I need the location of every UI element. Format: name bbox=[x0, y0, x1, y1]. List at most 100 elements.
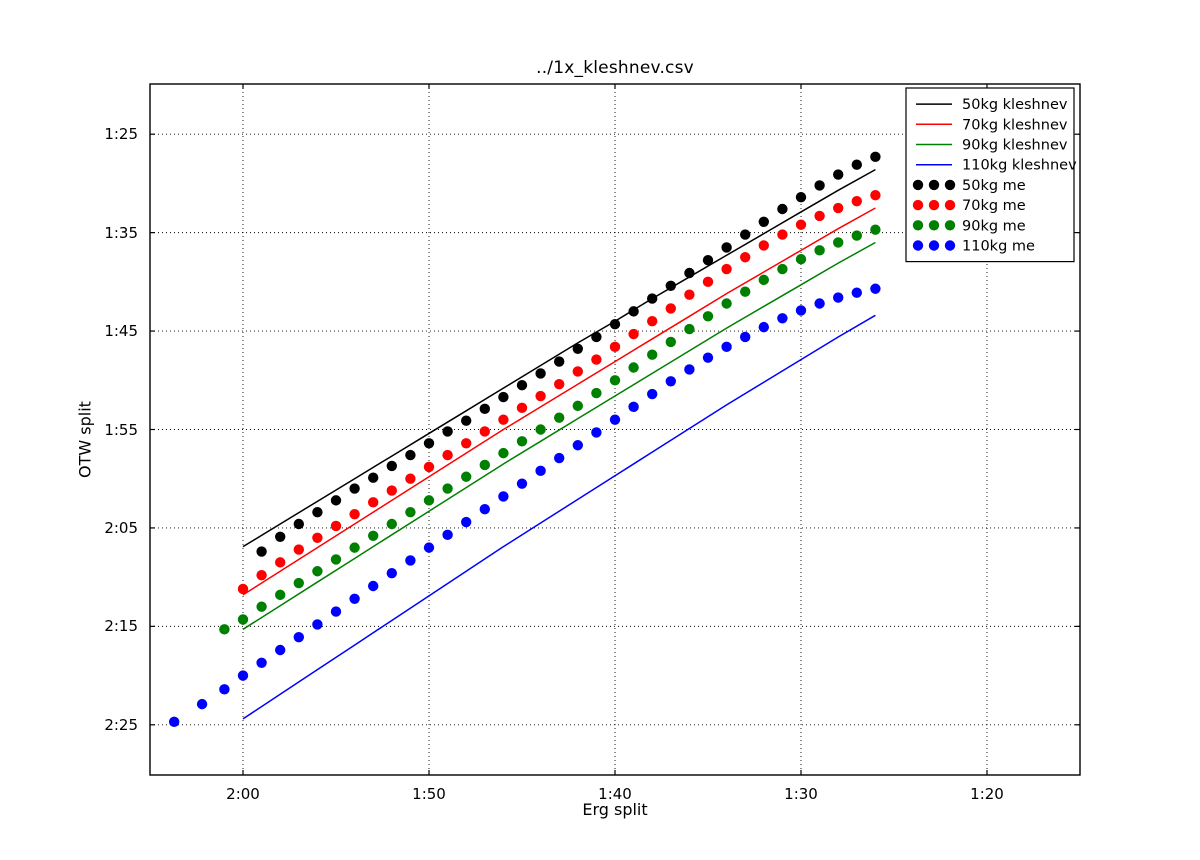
data-point bbox=[423, 461, 435, 473]
data-point bbox=[479, 459, 490, 471]
data-point bbox=[721, 242, 732, 253]
data-point bbox=[368, 472, 379, 483]
data-point bbox=[758, 274, 769, 286]
data-point bbox=[293, 631, 304, 643]
data-point bbox=[516, 380, 528, 391]
legend-dot-swatch bbox=[944, 240, 956, 251]
data-point bbox=[349, 593, 360, 604]
chart-title: ../1x_kleshnev.csv bbox=[536, 58, 694, 78]
data-point bbox=[256, 601, 267, 612]
data-point bbox=[758, 216, 769, 228]
legend-dot-swatch bbox=[928, 179, 940, 191]
data-point bbox=[256, 657, 267, 668]
data-point bbox=[814, 210, 825, 222]
data-point bbox=[349, 542, 360, 553]
data-point bbox=[368, 530, 379, 542]
data-point bbox=[833, 169, 844, 180]
data-point bbox=[572, 343, 583, 354]
data-point bbox=[833, 202, 844, 214]
data-point bbox=[554, 412, 565, 423]
data-point bbox=[349, 508, 360, 520]
data-point bbox=[312, 532, 323, 543]
data-point bbox=[740, 229, 751, 240]
data-point bbox=[628, 306, 639, 317]
data-point bbox=[498, 491, 509, 502]
y-tick-label: 1:45 bbox=[104, 322, 138, 341]
x-tick-label: 1:30 bbox=[784, 785, 818, 803]
legend-label: 90kg kleshnev bbox=[962, 138, 1068, 154]
data-point bbox=[442, 529, 453, 541]
data-point bbox=[721, 263, 732, 275]
data-point bbox=[219, 684, 230, 695]
y-axis-label: OTW split bbox=[75, 401, 95, 478]
data-point bbox=[237, 670, 249, 681]
legend-box bbox=[905, 87, 1075, 263]
data-point bbox=[405, 473, 416, 484]
gridlines bbox=[150, 84, 1080, 775]
data-point bbox=[423, 438, 435, 449]
series-line bbox=[242, 207, 876, 596]
data-point bbox=[237, 614, 249, 625]
data-point bbox=[349, 483, 360, 494]
data-point bbox=[609, 318, 621, 330]
legend[interactable]: 50kg kleshnev 70kg kleshnev 90kg kleshnev 1… bbox=[905, 87, 1077, 263]
legend-label: 110kg kleshnev bbox=[962, 158, 1077, 174]
data-point bbox=[423, 495, 435, 506]
legend-label: 70kg kleshnev bbox=[962, 117, 1068, 133]
data-point bbox=[386, 568, 397, 579]
data-point bbox=[442, 483, 453, 494]
data-point bbox=[665, 336, 676, 348]
data-point bbox=[870, 190, 881, 201]
series-points bbox=[237, 190, 881, 595]
data-point bbox=[461, 471, 472, 482]
legend-dot-swatch bbox=[944, 220, 956, 231]
data-point bbox=[684, 267, 695, 279]
series-points bbox=[256, 151, 881, 557]
series-line bbox=[242, 241, 876, 630]
data-point bbox=[591, 331, 602, 343]
y-tick-label: 1:35 bbox=[104, 223, 138, 242]
data-point bbox=[386, 460, 397, 472]
data-point bbox=[795, 219, 807, 230]
data-point bbox=[275, 531, 286, 542]
data-point bbox=[330, 606, 342, 617]
x-tick-label: 2:00 bbox=[226, 785, 260, 803]
data-point bbox=[423, 542, 435, 553]
data-point bbox=[498, 414, 509, 425]
data-point bbox=[554, 379, 565, 390]
data-point bbox=[405, 506, 416, 518]
data-point bbox=[777, 263, 788, 275]
data-point bbox=[758, 321, 769, 333]
data-point bbox=[609, 341, 621, 353]
data-point bbox=[312, 566, 323, 577]
x-tick-label: 1:20 bbox=[970, 785, 1004, 803]
data-point bbox=[833, 237, 844, 248]
data-point bbox=[572, 366, 583, 377]
data-point bbox=[312, 506, 323, 518]
data-point bbox=[535, 390, 546, 402]
data-point bbox=[702, 311, 714, 322]
data-point bbox=[498, 391, 509, 403]
series-points bbox=[168, 283, 881, 728]
data-point bbox=[684, 364, 695, 375]
series-points bbox=[219, 224, 881, 635]
data-point bbox=[609, 414, 621, 425]
y-tick-label: 2:15 bbox=[104, 617, 138, 636]
data-point bbox=[275, 644, 286, 656]
data-point bbox=[702, 255, 714, 266]
data-point bbox=[535, 424, 546, 435]
data-point bbox=[628, 362, 639, 373]
data-point bbox=[702, 276, 714, 288]
series-line bbox=[242, 168, 876, 548]
x-axis-label: Erg split bbox=[582, 800, 648, 819]
data-point bbox=[275, 557, 286, 568]
legend-dot-swatch bbox=[912, 179, 924, 191]
data-point bbox=[535, 368, 546, 379]
legend-dot-swatch bbox=[912, 220, 924, 231]
data-point bbox=[516, 402, 528, 414]
y-tick-label: 2:05 bbox=[104, 518, 138, 537]
data-point bbox=[795, 254, 807, 265]
data-point bbox=[572, 440, 583, 451]
data-point bbox=[795, 305, 807, 316]
